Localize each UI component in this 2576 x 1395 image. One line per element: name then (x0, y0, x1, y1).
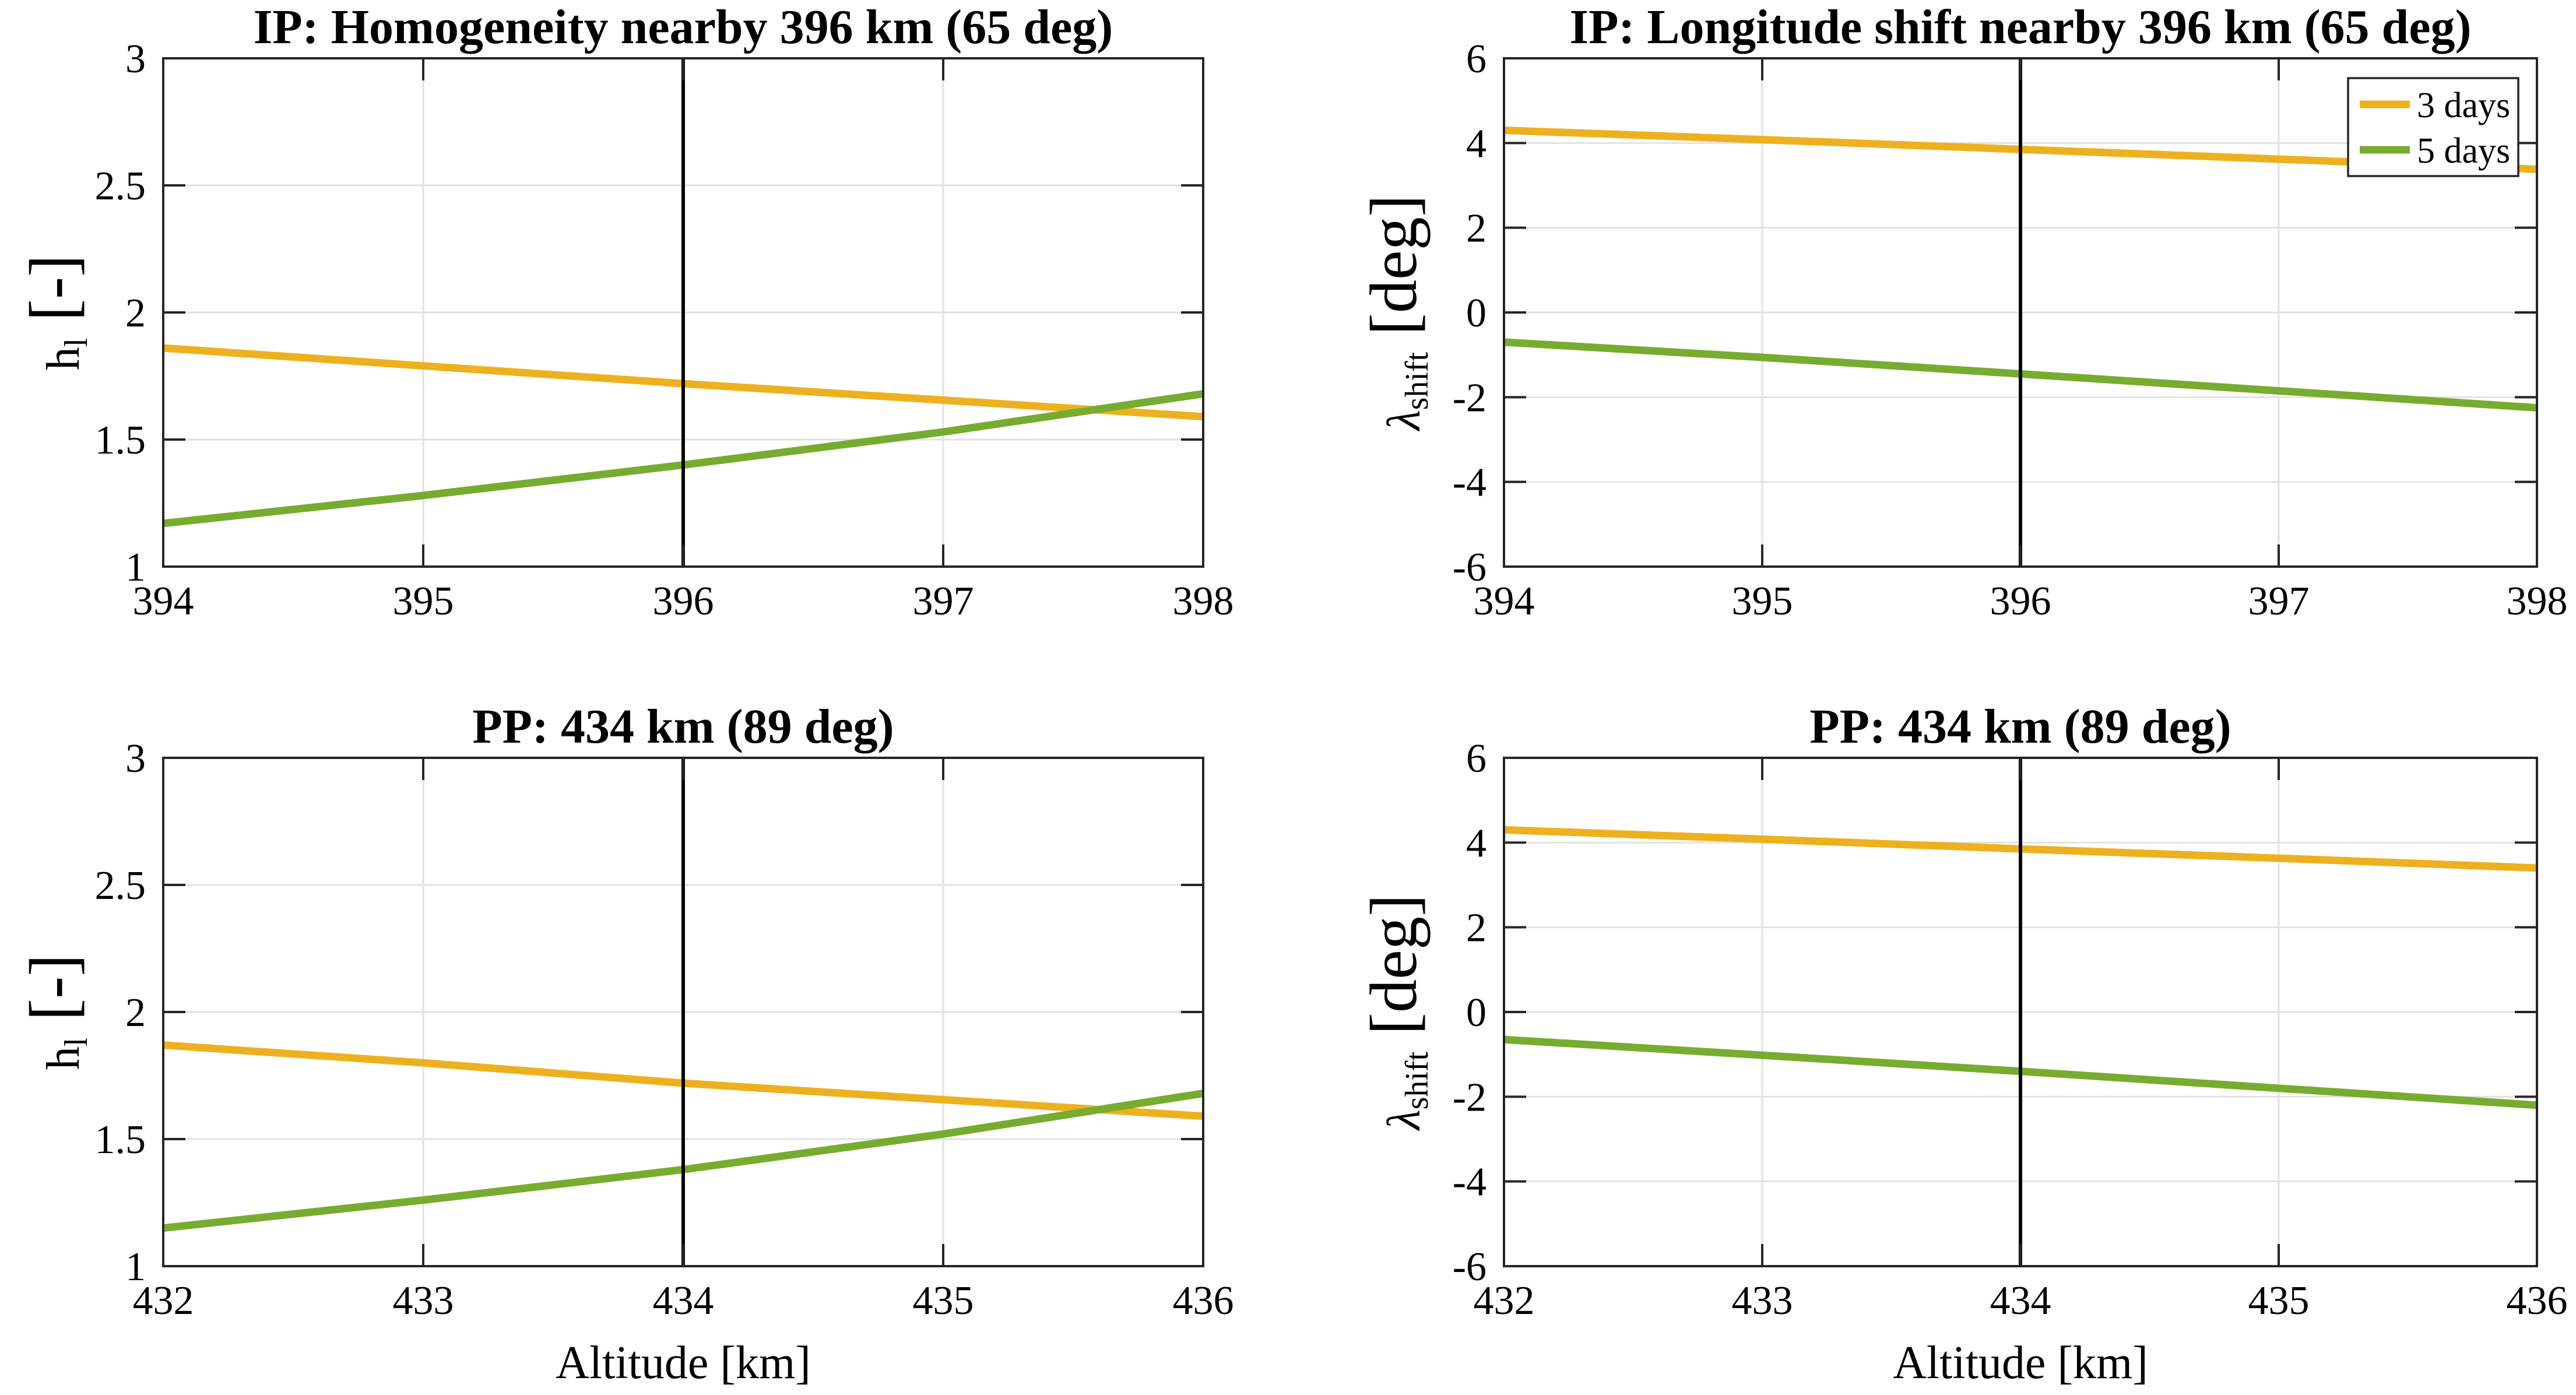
plot-title: PP: 434 km (89 deg) (472, 700, 894, 754)
legend: 3 days 5 days (2347, 77, 2519, 177)
x-tick-label: 435 (913, 1278, 974, 1323)
y-tick-label: 3 (125, 37, 146, 82)
x-tick-label: 436 (2507, 1278, 2568, 1323)
y-tick-label: 1.5 (95, 1118, 146, 1162)
y-tick-label: 2 (1466, 206, 1486, 251)
y-tick-label: 4 (1466, 121, 1486, 166)
y-tick-label: -6 (1453, 545, 1486, 590)
y-tick-label: 2.5 (95, 863, 146, 908)
y-tick-label: 0 (1466, 291, 1486, 336)
x-tick-label: 433 (1732, 1278, 1793, 1323)
x-tick-label: 398 (1173, 579, 1234, 624)
y-axis-label: λshift [deg] (1356, 894, 1435, 1131)
x-tick-label: 432 (133, 1278, 194, 1323)
legend-item-label: 3 days (2417, 86, 2510, 125)
subplot-bottom-right-longitude-shift: 432 433 434 435 436 -6 -4 -2 0 2 4 6 PP: 434 km (89 … (1356, 700, 2568, 1389)
y-tick-label: 2 (125, 291, 146, 336)
x-tick-label: 396 (1990, 579, 2051, 624)
legend-item-label: 5 days (2417, 131, 2510, 171)
x-tick-label: 397 (2248, 579, 2310, 624)
y-tick-label: 6 (1466, 37, 1486, 82)
x-tick-label: 395 (393, 579, 454, 624)
x-tick-label: 395 (1732, 579, 1793, 624)
y-tick-label: 3 (125, 736, 146, 781)
y-tick-label: 1 (125, 545, 146, 590)
subplot-top-right-longitude-shift: 394 395 396 397 398 -6 -4 -2 0 2 4 6 IP: Longitude s… (1356, 0, 2568, 624)
x-tick-label: 432 (1474, 1278, 1535, 1323)
x-tick-label: 433 (393, 1278, 454, 1323)
y-tick-label: 4 (1466, 821, 1486, 866)
x-tick-label: 436 (1173, 1278, 1234, 1323)
y-axis-label: hl [-] (16, 954, 94, 1070)
x-tick-label: 397 (913, 579, 974, 624)
y-tick-label: 1.5 (95, 418, 146, 463)
x-tick-label: 435 (2248, 1278, 2310, 1323)
y-tick-label: -2 (1453, 1075, 1486, 1120)
x-tick-label: 396 (653, 579, 714, 624)
x-tick-label: 434 (1990, 1278, 2051, 1323)
y-tick-label: 2 (125, 990, 146, 1035)
y-tick-label: 1 (125, 1245, 146, 1289)
subplot-bottom-left-homogeneity: 432 433 434 435 436 1 1.5 2 2.5 3 PP: 434 km (89 d… (16, 700, 1234, 1389)
y-tick-label: -4 (1453, 461, 1486, 505)
plot-title: IP: Longitude shift nearby 396 km (65 de… (1569, 0, 2471, 54)
x-axis-label: Altitude [km] (1893, 1337, 2148, 1389)
y-axis-label: hl [-] (16, 255, 94, 370)
y-axis-label: λshift [deg] (1356, 195, 1435, 431)
y-tick-label: -2 (1453, 375, 1486, 420)
x-tick-label: 394 (133, 579, 194, 624)
x-tick-label: 434 (653, 1278, 714, 1323)
y-tick-label: 0 (1466, 990, 1486, 1035)
x-tick-label: 394 (1474, 579, 1535, 624)
y-tick-label: -6 (1453, 1245, 1486, 1289)
plot-title: IP: Homogeneity nearby 396 km (65 deg) (254, 0, 1113, 54)
y-tick-label: 2 (1466, 906, 1486, 951)
y-tick-label: -4 (1453, 1160, 1486, 1205)
x-axis-label: Altitude [km] (556, 1337, 811, 1389)
plot-title: PP: 434 km (89 deg) (1809, 700, 2231, 754)
legend-box (2347, 77, 2519, 177)
subplot-top-left-homogeneity: 394 395 396 397 398 1 1.5 2 2.5 3 IP: Homogeneity … (16, 0, 1234, 624)
x-tick-label: 398 (2507, 579, 2568, 624)
y-tick-label: 2.5 (95, 164, 146, 209)
y-tick-label: 6 (1466, 736, 1486, 781)
